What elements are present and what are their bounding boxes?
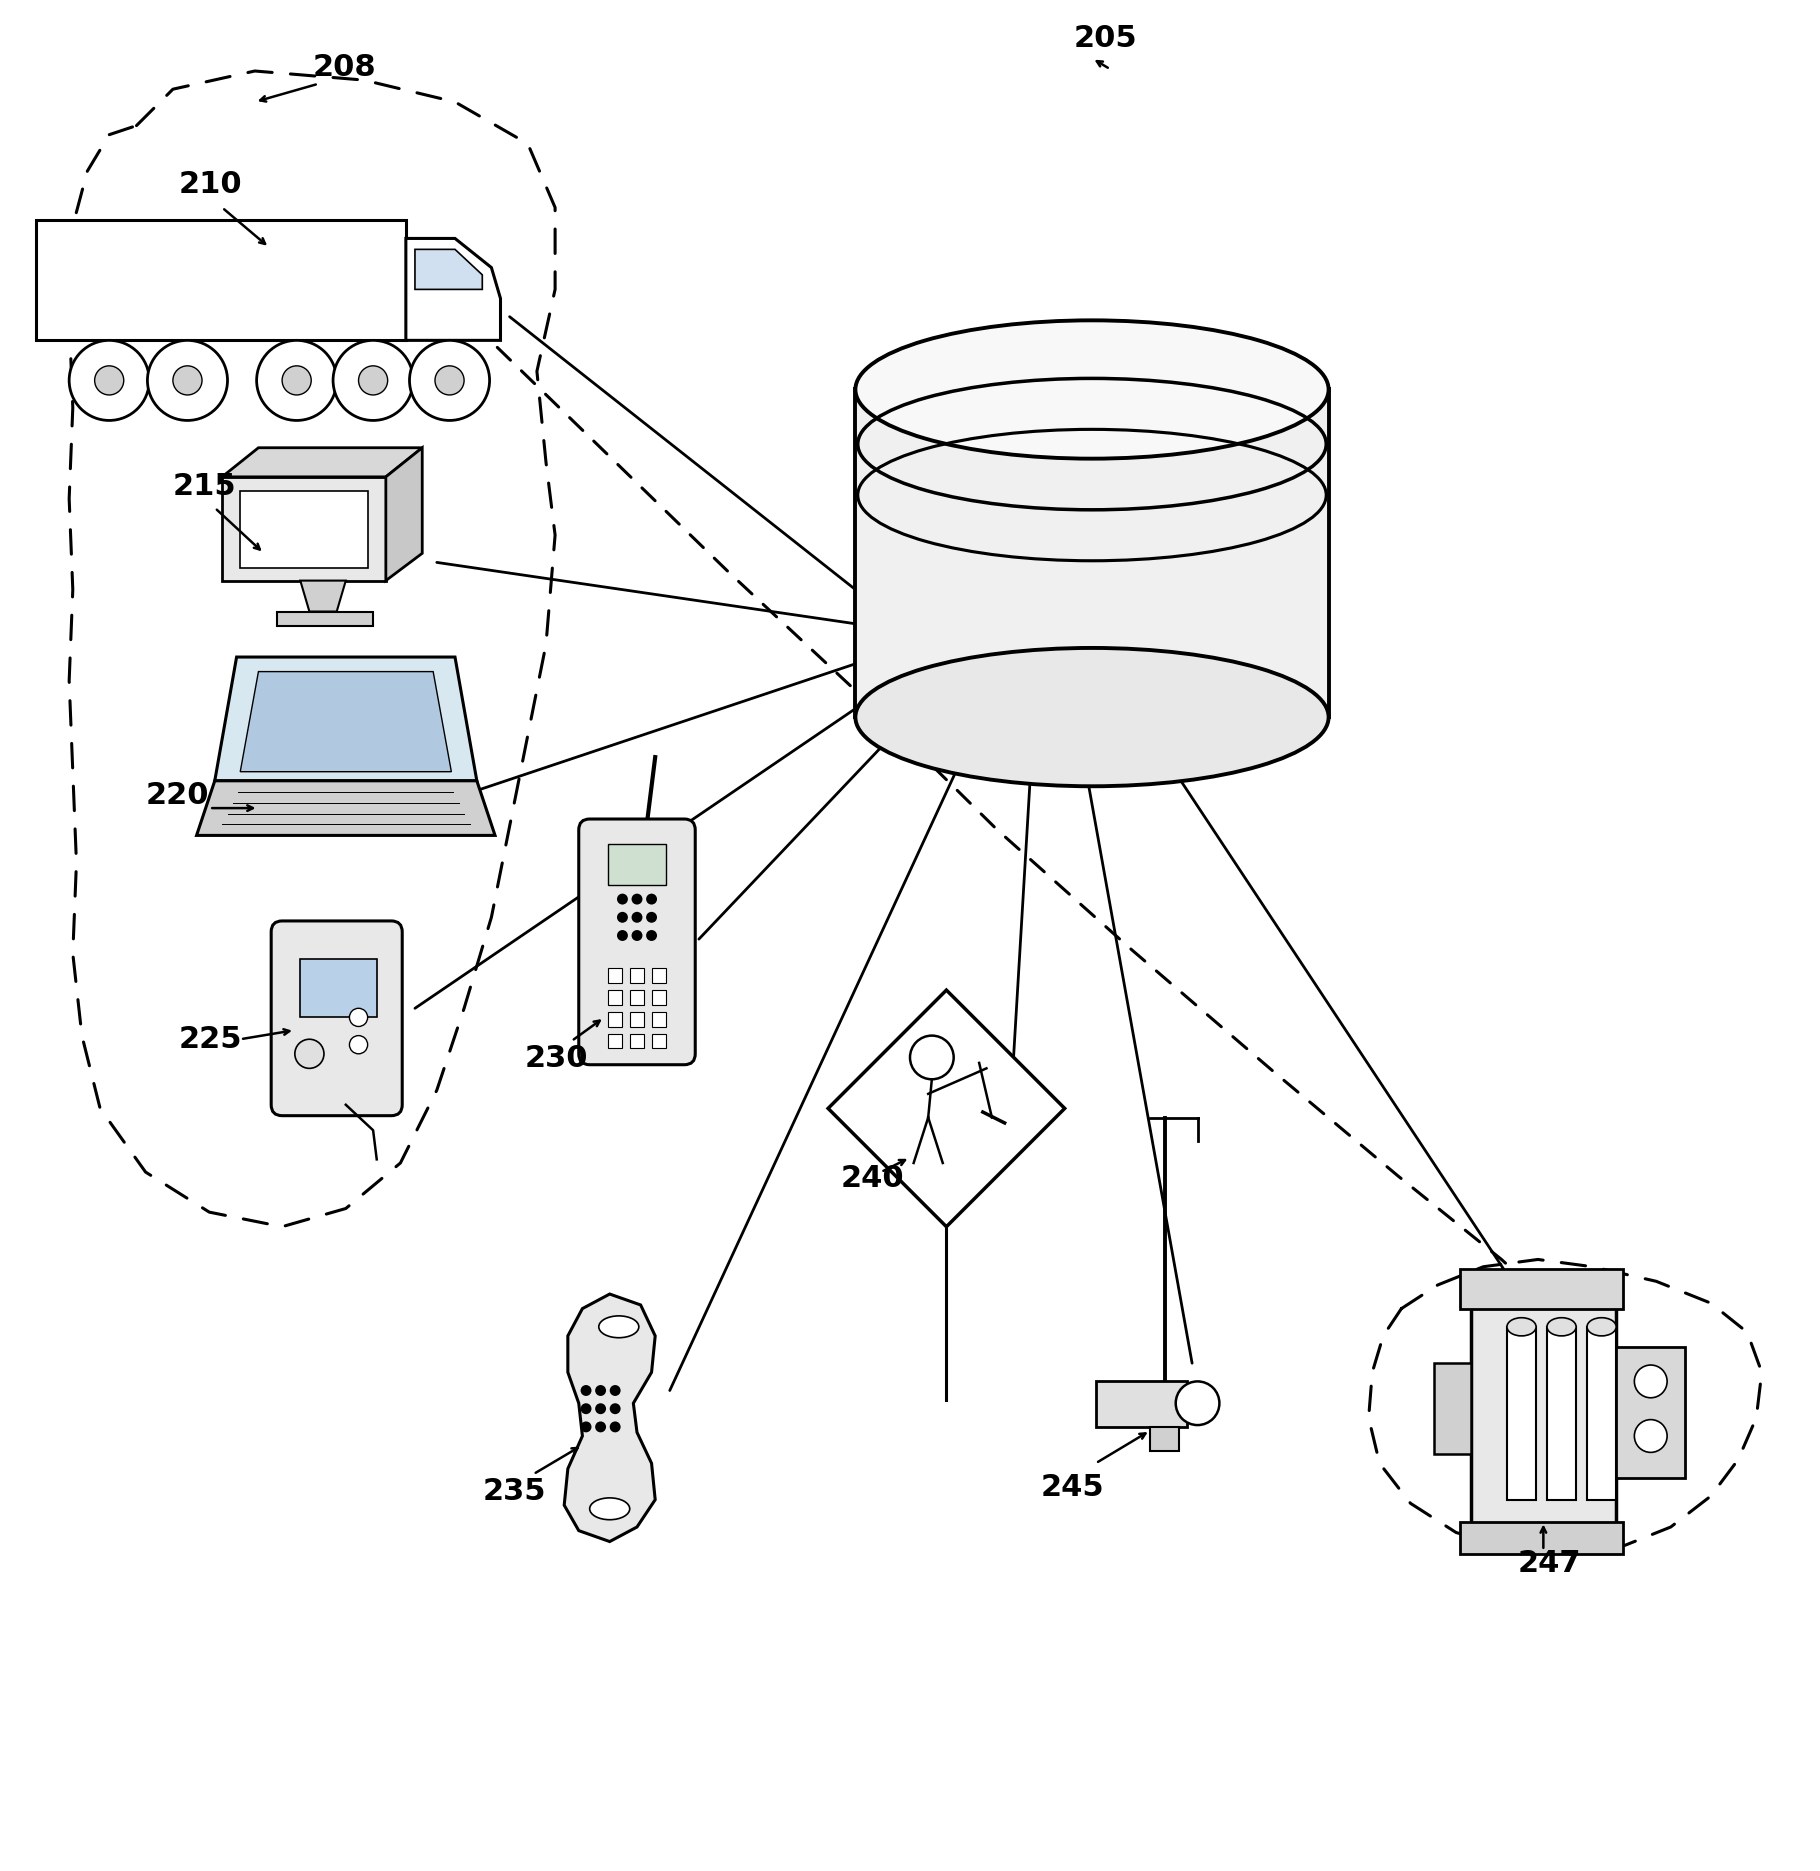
Ellipse shape [1507,1317,1536,1336]
Circle shape [410,341,490,421]
Circle shape [632,911,642,922]
Polygon shape [277,612,373,627]
Text: 205: 205 [1074,24,1138,54]
Bar [1460,1521,1623,1555]
Text: 247: 247 [1518,1549,1582,1579]
Circle shape [95,367,124,395]
Text: 210: 210 [178,170,242,198]
Circle shape [610,1385,621,1396]
Circle shape [257,341,337,421]
Text: 235: 235 [482,1476,546,1506]
Circle shape [349,1008,368,1027]
Circle shape [646,930,657,941]
Circle shape [617,911,628,922]
Ellipse shape [855,647,1329,786]
Polygon shape [222,477,386,580]
Ellipse shape [1587,1317,1616,1336]
Circle shape [282,367,311,395]
Circle shape [610,1403,621,1414]
Polygon shape [240,672,451,771]
Circle shape [1634,1366,1667,1398]
Bar [652,990,666,1005]
Bar [1471,1295,1616,1527]
Polygon shape [406,238,501,341]
Bar [1547,1327,1576,1501]
Circle shape [349,1037,368,1053]
Bar [608,1012,622,1027]
Text: 240: 240 [841,1164,905,1192]
Ellipse shape [599,1315,639,1338]
Ellipse shape [590,1499,630,1519]
Circle shape [359,367,388,395]
Bar [630,990,644,1005]
Bar [652,969,666,982]
Circle shape [595,1403,606,1414]
Circle shape [610,1422,621,1433]
FancyBboxPatch shape [579,819,695,1065]
Bar [1096,1381,1187,1428]
Circle shape [632,930,642,941]
Circle shape [581,1422,592,1433]
Polygon shape [240,492,368,569]
Circle shape [595,1422,606,1433]
Circle shape [581,1385,592,1396]
Circle shape [1634,1420,1667,1452]
Circle shape [147,341,228,421]
Bar [652,1035,666,1048]
FancyBboxPatch shape [271,921,402,1115]
Circle shape [333,341,413,421]
Circle shape [581,1403,592,1414]
Bar [1616,1347,1685,1478]
Bar [1587,1327,1616,1501]
Circle shape [617,894,628,904]
Bar [630,1035,644,1048]
Text: 245: 245 [1041,1472,1105,1502]
Bar [608,969,622,982]
Circle shape [1176,1381,1219,1426]
Polygon shape [222,447,422,477]
Circle shape [617,930,628,941]
Polygon shape [300,580,346,612]
Text: 215: 215 [173,471,237,501]
Polygon shape [1150,1428,1179,1450]
Circle shape [632,894,642,904]
Polygon shape [197,780,495,834]
Circle shape [69,341,149,421]
Bar [652,1012,666,1027]
Ellipse shape [1547,1317,1576,1336]
Circle shape [435,367,464,395]
Circle shape [295,1038,324,1068]
Text: 230: 230 [524,1044,588,1072]
Ellipse shape [855,320,1329,458]
Circle shape [646,894,657,904]
Text: 225: 225 [178,1025,242,1055]
Polygon shape [415,249,482,290]
Bar [608,844,666,885]
Bar [300,960,377,1018]
Polygon shape [828,990,1065,1227]
Polygon shape [855,389,1329,717]
Bar [1434,1364,1471,1454]
Polygon shape [36,221,406,341]
Polygon shape [564,1295,655,1542]
Bar [630,1012,644,1027]
Polygon shape [215,657,477,780]
Circle shape [173,367,202,395]
Bar [608,990,622,1005]
Text: 220: 220 [146,782,209,810]
Bar [1460,1269,1623,1308]
Polygon shape [386,447,422,580]
Bar [1507,1327,1536,1501]
Text: 208: 208 [313,54,377,82]
Circle shape [646,911,657,922]
Bar [608,1035,622,1048]
Bar [630,969,644,982]
Circle shape [595,1385,606,1396]
